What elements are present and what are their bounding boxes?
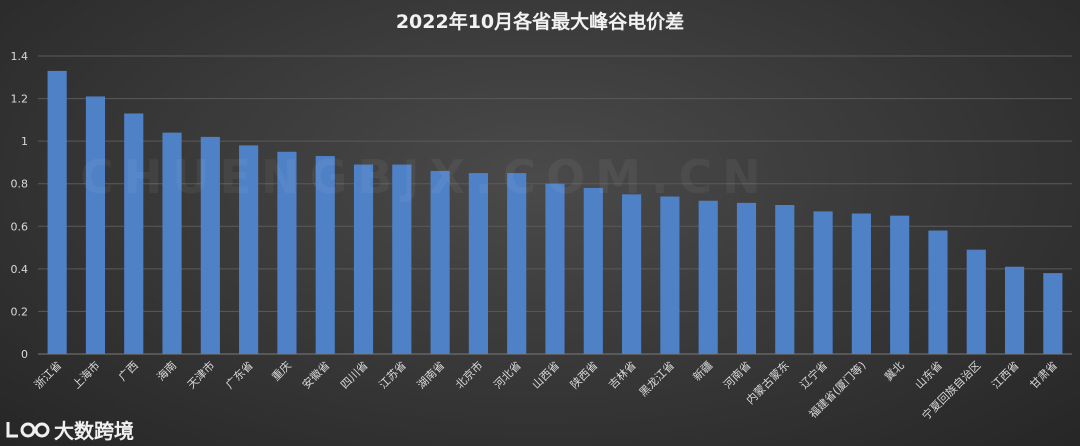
x-tick-label: 四川省 — [338, 359, 371, 392]
bar — [507, 173, 527, 354]
bar — [239, 145, 259, 354]
chart-title: 2022年10月各省最大峰谷电价差 — [396, 10, 684, 33]
x-tick-label: 山东省 — [913, 359, 946, 392]
x-tick-label: 新疆 — [690, 358, 715, 383]
bar — [468, 173, 488, 354]
x-tick-label: 甘肃省 — [1027, 359, 1060, 392]
y-tick-label: 1.4 — [11, 50, 29, 63]
bar — [545, 183, 565, 354]
x-tick-label: 河南省 — [721, 359, 754, 392]
y-tick-label: 1 — [21, 135, 28, 148]
brand-name: 大数跨境 — [54, 418, 134, 443]
x-tick-label: 上海市 — [69, 358, 102, 391]
y-axis-ticks: 0 0.2 0.4 0.6 0.8 1 1.2 1.4 — [11, 50, 29, 361]
bar — [392, 164, 412, 354]
bar — [928, 230, 948, 354]
bar — [1004, 266, 1025, 354]
bar — [277, 151, 297, 354]
bar — [698, 200, 718, 354]
x-tick-label: 湖南省 — [415, 359, 448, 392]
x-tick-label: 江西省 — [989, 359, 1022, 392]
x-tick-label: 河北省 — [491, 359, 524, 392]
bar — [47, 70, 67, 355]
x-tick-label: 广西 — [116, 359, 141, 384]
bar — [315, 156, 335, 354]
link-logo-icon — [6, 422, 50, 438]
bar — [162, 132, 182, 354]
bar — [200, 136, 220, 354]
bar — [775, 205, 795, 354]
bar — [124, 113, 144, 354]
y-tick-label: 0.4 — [11, 263, 29, 276]
bar — [430, 170, 450, 354]
x-axis-ticks: 浙江省 上海市 广西 海南 天津市 广东省 重庆 安徽省 四川省 江苏省 湖南省 北京市 河北省 山西省陕… — [32, 358, 1060, 422]
bar — [890, 215, 910, 354]
x-tick-label: 黑龙江省 — [637, 359, 677, 399]
bars — [47, 70, 1063, 355]
x-tick-label: 重庆 — [269, 358, 294, 383]
bar — [966, 249, 986, 354]
x-tick-label: 辽宁省 — [797, 358, 830, 391]
x-tick-label: 冀北 — [881, 358, 906, 383]
bar — [353, 164, 374, 354]
bar — [1043, 273, 1063, 354]
x-tick-label: 江苏省 — [376, 359, 409, 392]
x-tick-label: 吉林省 — [605, 358, 638, 391]
x-tick-label: 陕西省 — [567, 358, 600, 391]
x-tick-label: 山西省 — [530, 359, 563, 392]
bar — [851, 213, 871, 354]
x-tick-label: 海南 — [154, 358, 179, 383]
x-tick-label: 北京市 — [452, 358, 485, 391]
bar — [583, 187, 603, 354]
y-tick-label: 1.2 — [11, 93, 29, 106]
bar — [622, 194, 642, 354]
bar — [813, 211, 833, 354]
x-tick-label: 浙江省 — [32, 359, 65, 392]
bar — [736, 202, 757, 354]
y-tick-label: 0.8 — [11, 178, 29, 191]
x-tick-label: 天津市 — [184, 358, 217, 391]
y-tick-label: 0.2 — [11, 305, 29, 318]
x-tick-label: 安徽省 — [299, 358, 332, 391]
y-tick-label: 0.6 — [11, 220, 29, 233]
y-tick-label: 0 — [21, 348, 28, 361]
bar — [85, 96, 106, 354]
x-tick-label: 广东省 — [223, 359, 256, 392]
bar — [660, 196, 680, 354]
brand-logo: 大数跨境 — [4, 414, 134, 444]
